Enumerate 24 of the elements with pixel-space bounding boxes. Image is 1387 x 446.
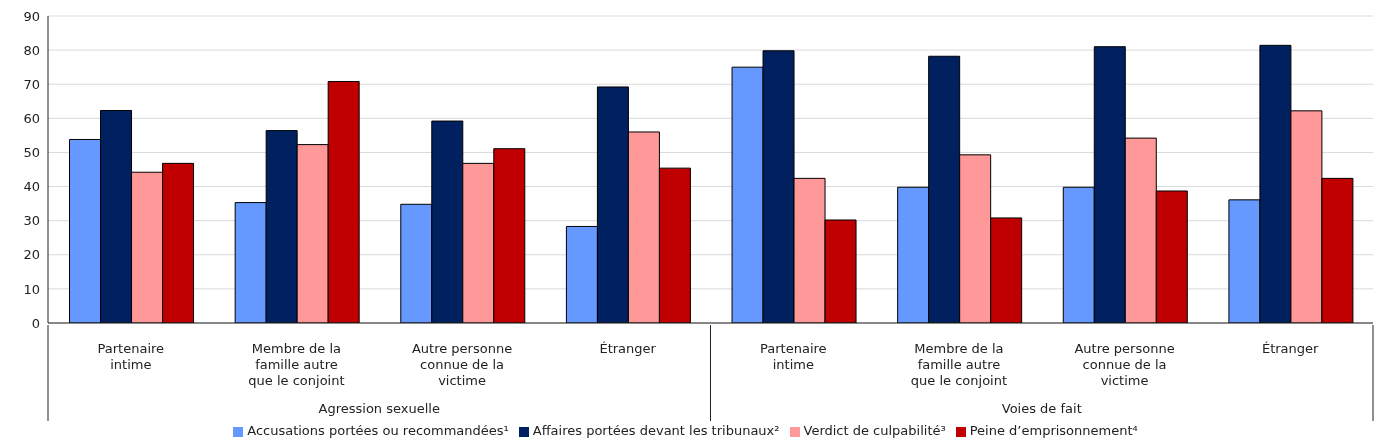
text: Agression sexuelle xyxy=(318,401,440,416)
legend-label: Verdict de culpabilité³ xyxy=(803,423,946,438)
x-tick-label: Membre de la famille autre que le conjoint xyxy=(910,340,1008,389)
legend-label: Affaires portées devant les tribunaux² xyxy=(532,423,780,438)
y-tick-label: 0 xyxy=(31,315,40,331)
y-tick-label: 40 xyxy=(23,179,40,195)
text: Voies de fait xyxy=(1001,401,1082,416)
y-tick-label: 20 xyxy=(23,247,40,263)
x-tick-label: Étranger xyxy=(599,340,657,356)
x-tick-label: Autre personne connue de la victime xyxy=(1074,340,1175,389)
y-tick-label: 70 xyxy=(23,76,40,92)
y-tick-label: 10 xyxy=(23,281,40,297)
y-tick-label: 60 xyxy=(23,110,40,126)
x-tick-label: Autre personne connue de la victime xyxy=(411,340,513,389)
y-tick-label: 90 xyxy=(23,8,40,24)
x-tick-label: Étranger xyxy=(1261,340,1320,356)
legend-label: Accusations portées ou recommandées¹ xyxy=(247,423,509,438)
y-tick-label: 30 xyxy=(23,213,40,229)
x-tick-label: Membre de la famille autre que le conjoint xyxy=(248,340,345,389)
y-tick-label: 50 xyxy=(23,145,40,161)
x-tick-label: Partenaire intime xyxy=(760,340,827,372)
x-tick-label: Partenaire intime xyxy=(97,340,165,372)
y-tick-label: 80 xyxy=(23,42,40,58)
legend-label: Peine d’emprisonnement⁴ xyxy=(969,423,1138,438)
